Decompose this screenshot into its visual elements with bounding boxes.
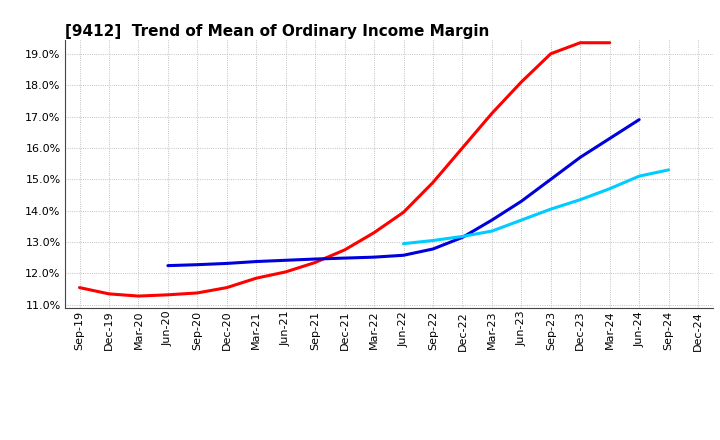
Text: [9412]  Trend of Mean of Ordinary Income Margin: [9412] Trend of Mean of Ordinary Income …: [65, 24, 489, 39]
